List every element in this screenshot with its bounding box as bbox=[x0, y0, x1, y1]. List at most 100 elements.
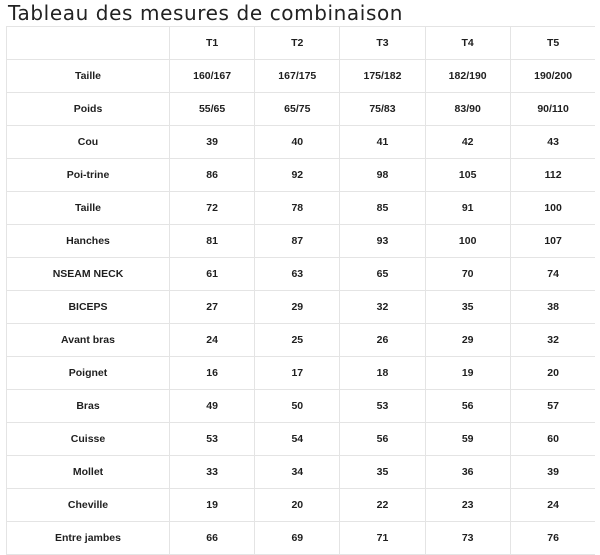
measure-cell: 167/175 bbox=[254, 59, 341, 93]
row-label: BICEPS bbox=[6, 290, 170, 324]
measure-cell: 105 bbox=[425, 158, 511, 192]
size-chart-table: T1 T2 T3 T4 T5 Taille 160/167 167/175 175/1… bbox=[6, 26, 596, 555]
measure-cell: 19 bbox=[425, 356, 511, 390]
measure-cell: 71 bbox=[339, 521, 426, 555]
measure-cell: 32 bbox=[510, 323, 596, 357]
measure-cell: 107 bbox=[510, 224, 596, 258]
measure-cell: 26 bbox=[339, 323, 426, 357]
measure-cell: 16 bbox=[169, 356, 256, 390]
table-row: Hanches 81 87 93 100 107 bbox=[6, 224, 596, 258]
measure-cell: 19 bbox=[169, 488, 256, 522]
measure-cell: 50 bbox=[254, 389, 341, 423]
measure-cell: 73 bbox=[425, 521, 511, 555]
row-label: Poi-trine bbox=[6, 158, 170, 192]
row-label: NSEAM NECK bbox=[6, 257, 170, 291]
measure-cell: 41 bbox=[339, 125, 426, 159]
table-row: Avant bras 24 25 26 29 32 bbox=[6, 323, 596, 357]
measure-cell: 53 bbox=[339, 389, 426, 423]
row-label: Bras bbox=[6, 389, 170, 423]
measure-cell: 20 bbox=[254, 488, 341, 522]
measure-cell: 36 bbox=[425, 455, 511, 489]
measure-cell: 55/65 bbox=[169, 92, 256, 126]
column-header-t2: T2 bbox=[254, 26, 341, 60]
measure-cell: 17 bbox=[254, 356, 341, 390]
measure-cell: 18 bbox=[339, 356, 426, 390]
measure-cell: 69 bbox=[254, 521, 341, 555]
measure-cell: 74 bbox=[510, 257, 596, 291]
row-label: Poignet bbox=[6, 356, 170, 390]
measure-cell: 65 bbox=[339, 257, 426, 291]
measure-cell: 100 bbox=[425, 224, 511, 258]
header-row: T1 T2 T3 T4 T5 bbox=[6, 26, 596, 60]
measure-cell: 59 bbox=[425, 422, 511, 456]
measure-cell: 20 bbox=[510, 356, 596, 390]
measure-cell: 24 bbox=[510, 488, 596, 522]
measure-cell: 29 bbox=[425, 323, 511, 357]
measure-cell: 39 bbox=[169, 125, 256, 159]
table-row: Poids 55/65 65/75 75/83 83/90 90/110 bbox=[6, 92, 596, 126]
table-row: Cuisse 53 54 56 59 60 bbox=[6, 422, 596, 456]
table-row: Mollet 33 34 35 36 39 bbox=[6, 455, 596, 489]
measure-cell: 78 bbox=[254, 191, 341, 225]
measure-cell: 25 bbox=[254, 323, 341, 357]
measure-cell: 40 bbox=[254, 125, 341, 159]
measure-cell: 175/182 bbox=[339, 59, 426, 93]
table-row: Taille 72 78 85 91 100 bbox=[6, 191, 596, 225]
table-row: Poignet 16 17 18 19 20 bbox=[6, 356, 596, 390]
measure-cell: 35 bbox=[339, 455, 426, 489]
measure-cell: 54 bbox=[254, 422, 341, 456]
measure-cell: 60 bbox=[510, 422, 596, 456]
row-label: Cou bbox=[6, 125, 170, 159]
row-label: Taille bbox=[6, 59, 170, 93]
measure-cell: 49 bbox=[169, 389, 256, 423]
measure-cell: 112 bbox=[510, 158, 596, 192]
measure-cell: 85 bbox=[339, 191, 426, 225]
row-label: Hanches bbox=[6, 224, 170, 258]
measure-cell: 39 bbox=[510, 455, 596, 489]
measure-cell: 66 bbox=[169, 521, 256, 555]
measure-cell: 98 bbox=[339, 158, 426, 192]
measure-cell: 70 bbox=[425, 257, 511, 291]
row-label: Taille bbox=[6, 191, 170, 225]
measure-cell: 65/75 bbox=[254, 92, 341, 126]
measure-cell: 83/90 bbox=[425, 92, 511, 126]
measure-cell: 53 bbox=[169, 422, 256, 456]
page-title: Tableau des mesures de combinaison bbox=[8, 1, 404, 25]
measure-cell: 86 bbox=[169, 158, 256, 192]
measure-cell: 38 bbox=[510, 290, 596, 324]
table-row: Taille 160/167 167/175 175/182 182/190 190/20… bbox=[6, 59, 596, 93]
measure-cell: 76 bbox=[510, 521, 596, 555]
measure-cell: 190/200 bbox=[510, 59, 596, 93]
measure-cell: 56 bbox=[425, 389, 511, 423]
measure-cell: 29 bbox=[254, 290, 341, 324]
measure-cell: 81 bbox=[169, 224, 256, 258]
corner-cell bbox=[6, 26, 170, 60]
measure-cell: 61 bbox=[169, 257, 256, 291]
measure-cell: 32 bbox=[339, 290, 426, 324]
table-row: NSEAM NECK 61 63 65 70 74 bbox=[6, 257, 596, 291]
column-header-t1: T1 bbox=[169, 26, 256, 60]
row-label: Cheville bbox=[6, 488, 170, 522]
column-header-t3: T3 bbox=[339, 26, 426, 60]
row-label: Avant bras bbox=[6, 323, 170, 357]
measure-cell: 182/190 bbox=[425, 59, 511, 93]
table-row: Entre jambes 66 69 71 73 76 bbox=[6, 521, 596, 555]
measure-cell: 24 bbox=[169, 323, 256, 357]
measure-cell: 100 bbox=[510, 191, 596, 225]
row-label: Poids bbox=[6, 92, 170, 126]
measure-cell: 23 bbox=[425, 488, 511, 522]
measure-cell: 42 bbox=[425, 125, 511, 159]
measure-cell: 57 bbox=[510, 389, 596, 423]
measure-cell: 33 bbox=[169, 455, 256, 489]
column-header-t4: T4 bbox=[425, 26, 511, 60]
row-label: Cuisse bbox=[6, 422, 170, 456]
measure-cell: 27 bbox=[169, 290, 256, 324]
table-row: Bras 49 50 53 56 57 bbox=[6, 389, 596, 423]
table-row: Poi-trine 86 92 98 105 112 bbox=[6, 158, 596, 192]
measure-cell: 22 bbox=[339, 488, 426, 522]
row-label: Entre jambes bbox=[6, 521, 170, 555]
row-label: Mollet bbox=[6, 455, 170, 489]
measure-cell: 34 bbox=[254, 455, 341, 489]
measure-cell: 56 bbox=[339, 422, 426, 456]
measure-cell: 92 bbox=[254, 158, 341, 192]
